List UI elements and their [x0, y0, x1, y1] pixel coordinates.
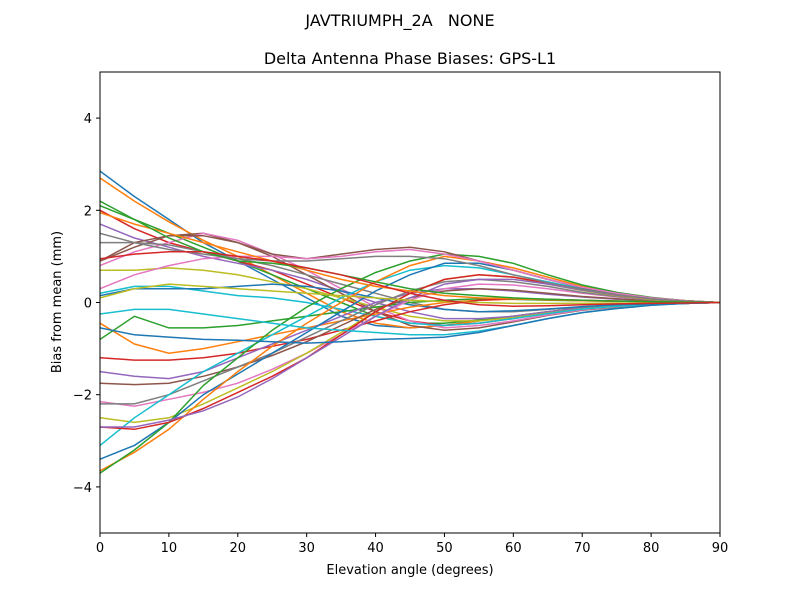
x-tick-label: 0: [96, 541, 104, 556]
y-axis-label: Bias from mean (mm): [50, 231, 65, 373]
x-tick-label: 70: [574, 541, 591, 556]
x-tick-label: 50: [436, 541, 453, 556]
x-tick-label: 30: [298, 541, 315, 556]
chart-title: Delta Antenna Phase Biases: GPS-L1: [264, 49, 556, 68]
series-line-31: [100, 301, 720, 344]
x-tick-label: 90: [712, 541, 729, 556]
y-tick-label: 0: [84, 297, 92, 312]
figure-suptitle: JAVTRIUMPH_2A NONE: [304, 11, 494, 31]
series-line-27: [100, 248, 720, 304]
y-tick-label: −4: [73, 481, 92, 496]
x-tick-label: 10: [161, 541, 178, 556]
series-lines: [100, 170, 720, 474]
y-axis: −4 −2 0 2 4: [73, 112, 100, 496]
x-axis-label: Elevation angle (degrees): [326, 563, 493, 578]
series-line-28: [100, 232, 720, 304]
x-tick-label: 40: [367, 541, 384, 556]
x-tick-label: 80: [643, 541, 660, 556]
series-line-10: [100, 285, 720, 327]
series-line-29: [100, 283, 720, 305]
x-tick-label: 60: [505, 541, 522, 556]
y-tick-label: 2: [84, 204, 92, 219]
series-line-34: [100, 251, 720, 307]
y-tick-label: −2: [73, 389, 92, 404]
series-line-23: [100, 253, 720, 474]
y-tick-label: 4: [84, 112, 92, 127]
series-line-11: [100, 283, 720, 313]
x-axis: 0 10 20 30 40 50 60 70 80 90: [96, 533, 728, 556]
x-tick-label: 20: [230, 541, 247, 556]
